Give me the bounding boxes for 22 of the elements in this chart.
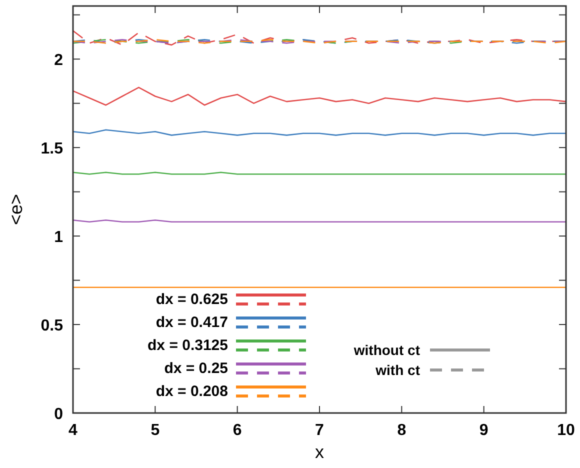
x-tick-label: 9 bbox=[479, 422, 488, 439]
y-tick-label: 1 bbox=[54, 229, 64, 246]
legend-label: dx = 0.625 bbox=[156, 291, 228, 308]
legend-label: dx = 0.208 bbox=[156, 383, 228, 400]
line-series bbox=[72, 86, 567, 106]
y-axis-title: <e> bbox=[6, 194, 26, 226]
y-tick-label: 0 bbox=[54, 406, 64, 423]
x-tick-label: 8 bbox=[397, 422, 406, 439]
annotation: with ct bbox=[374, 362, 420, 378]
y-tick-label: 0.5 bbox=[40, 318, 64, 335]
x-tick-label: 7 bbox=[315, 422, 324, 439]
x-tick-label: 10 bbox=[557, 422, 575, 439]
annotation: without ct bbox=[352, 342, 420, 358]
y-tick-label: 2 bbox=[54, 52, 64, 70]
y-tick-label: 1.5 bbox=[40, 140, 64, 158]
x-axis-title: x bbox=[315, 442, 324, 462]
legend-label: dx = 0.3125 bbox=[148, 337, 228, 354]
legend-label: dx = 0.25 bbox=[164, 360, 228, 377]
legend-label: dx = 0.417 bbox=[156, 314, 228, 331]
x-tick-label: 4 bbox=[68, 422, 78, 439]
x-tick-label: 6 bbox=[232, 422, 242, 439]
x-tick-label: 5 bbox=[150, 422, 160, 439]
